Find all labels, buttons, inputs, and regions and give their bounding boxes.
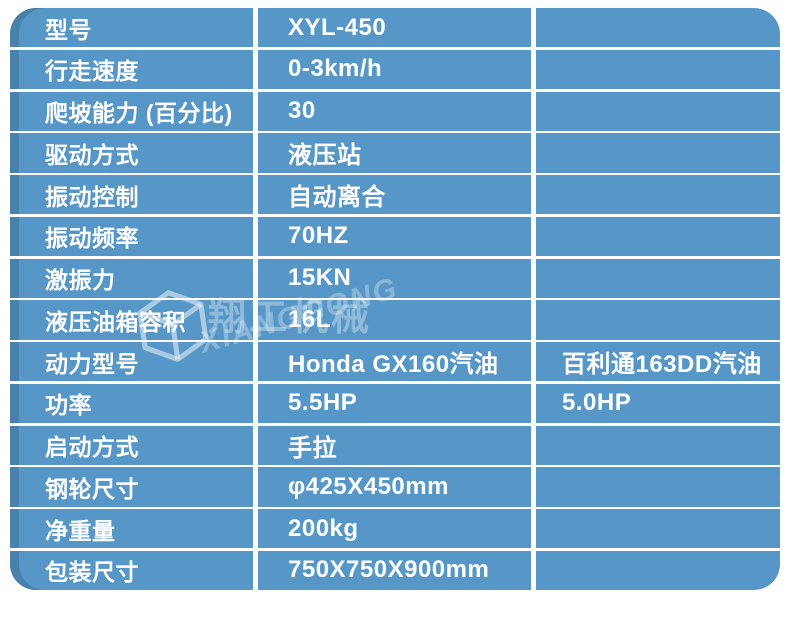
spec-value: 15KN xyxy=(288,264,352,292)
spec-label-cell: 动力型号 xyxy=(10,342,253,382)
spec-row: 净重量 200kg xyxy=(10,509,780,549)
spec-value: 30 xyxy=(288,97,316,125)
spec-value-cell: 15KN xyxy=(258,258,531,298)
spec-value: 70HZ xyxy=(288,222,349,250)
spec-label: 型号 xyxy=(45,16,92,43)
spec-label: 行走速度 xyxy=(45,58,139,85)
spec-row: 爬坡能力 (百分比) 30 xyxy=(10,91,780,131)
spec-label: 液压油箱容积 xyxy=(45,308,186,335)
spec-value2-cell xyxy=(536,175,780,215)
spec-row: 型号 XYL-450 xyxy=(10,8,780,48)
spec-row: 驱动方式 液压站 xyxy=(10,133,780,173)
spec-value: XYL-450 xyxy=(288,13,387,41)
spec-label-cell: 功率 xyxy=(10,383,253,423)
spec-value-cell: 5.5HP xyxy=(258,383,531,423)
spec-label: 钢轮尺寸 xyxy=(45,475,139,502)
spec-label-cell: 驱动方式 xyxy=(10,133,253,173)
spec-value: 200kg xyxy=(288,514,359,542)
spec-row: 启动方式 手拉 xyxy=(10,425,780,465)
spec-value-cell: 手拉 xyxy=(258,425,531,465)
spec-value: φ425X450mm xyxy=(288,472,449,500)
spec-value-cell: 200kg xyxy=(258,509,531,549)
spec-label: 爬坡能力 (百分比) xyxy=(45,100,233,127)
spec-row: 动力型号 Honda GX160汽油 百利通163DD汽油 xyxy=(10,342,780,382)
spec-value-cell: XYL-450 xyxy=(258,8,531,48)
spec-label-cell: 净重量 xyxy=(10,509,253,549)
spec-value: 手拉 xyxy=(288,434,337,462)
spec-label: 振动控制 xyxy=(45,183,139,210)
spec-value2-cell xyxy=(536,467,780,507)
spec-label: 激振力 xyxy=(45,267,116,294)
spec-value2-cell: 百利通163DD汽油 xyxy=(536,342,780,382)
spec-label: 净重量 xyxy=(45,517,116,544)
spec-value-cell: 自动离合 xyxy=(258,175,531,215)
spec-value: Honda GX160汽油 xyxy=(288,351,499,379)
spec-row: 振动频率 70HZ xyxy=(10,216,780,256)
spec-row: 包装尺寸 750X750X900mm xyxy=(10,550,780,590)
spec-row: 激振力 15KN xyxy=(10,258,780,298)
spec-value2-cell xyxy=(536,509,780,549)
spec-value-cell: φ425X450mm xyxy=(258,467,531,507)
spec-value2-cell xyxy=(536,258,780,298)
spec-value: 0-3km/h xyxy=(288,55,383,83)
spec-label-cell: 激振力 xyxy=(10,258,253,298)
spec-value: 液压站 xyxy=(288,142,362,170)
spec-label-cell: 行走速度 xyxy=(10,49,253,89)
spec-label: 包装尺寸 xyxy=(45,559,139,586)
spec-label: 启动方式 xyxy=(45,434,139,461)
spec-label: 功率 xyxy=(45,392,92,419)
spec-value2-cell xyxy=(536,300,780,340)
spec-label-cell: 包装尺寸 xyxy=(10,550,253,590)
spec-row: 功率 5.5HP 5.0HP xyxy=(10,383,780,423)
spec-value2-cell xyxy=(536,425,780,465)
spec-label-cell: 型号 xyxy=(10,8,253,48)
spec-value2-cell xyxy=(536,91,780,131)
spec-value2: 5.0HP xyxy=(562,389,632,417)
spec-label-cell: 启动方式 xyxy=(10,425,253,465)
spec-value2-cell: 5.0HP xyxy=(536,383,780,423)
spec-value-cell: 0-3km/h xyxy=(258,49,531,89)
spec-label: 驱动方式 xyxy=(45,141,139,168)
spec-label-cell: 液压油箱容积 xyxy=(10,300,253,340)
spec-value2-cell xyxy=(536,133,780,173)
spec-value-cell: 70HZ xyxy=(258,216,531,256)
spec-label-cell: 振动控制 xyxy=(10,175,253,215)
spec-value: 16L xyxy=(288,305,331,333)
spec-value2-cell xyxy=(536,8,780,48)
spec-table: 型号 XYL-450 行走速度 0-3km/h 爬坡能力 (百分比) 30 驱动… xyxy=(10,8,780,590)
spec-row: 钢轮尺寸 φ425X450mm xyxy=(10,467,780,507)
spec-value: 5.5HP xyxy=(288,389,358,417)
spec-value: 750X750X900mm xyxy=(288,556,490,584)
spec-value: 自动离合 xyxy=(288,184,386,212)
spec-value-cell: Honda GX160汽油 xyxy=(258,342,531,382)
spec-value2-cell xyxy=(536,550,780,590)
spec-label-cell: 振动频率 xyxy=(10,216,253,256)
spec-value2-cell xyxy=(536,49,780,89)
spec-row: 振动控制 自动离合 xyxy=(10,175,780,215)
spec-label: 动力型号 xyxy=(45,350,139,377)
spec-label-cell: 爬坡能力 (百分比) xyxy=(10,91,253,131)
spec-label-cell: 钢轮尺寸 xyxy=(10,467,253,507)
spec-label: 振动频率 xyxy=(45,225,139,252)
spec-value-cell: 16L xyxy=(258,300,531,340)
spec-value-cell: 750X750X900mm xyxy=(258,550,531,590)
spec-value2-cell xyxy=(536,216,780,256)
spec-value-cell: 液压站 xyxy=(258,133,531,173)
spec-value2: 百利通163DD汽油 xyxy=(562,351,762,379)
spec-row: 行走速度 0-3km/h xyxy=(10,49,780,89)
spec-row: 液压油箱容积 16L xyxy=(10,300,780,340)
spec-value-cell: 30 xyxy=(258,91,531,131)
